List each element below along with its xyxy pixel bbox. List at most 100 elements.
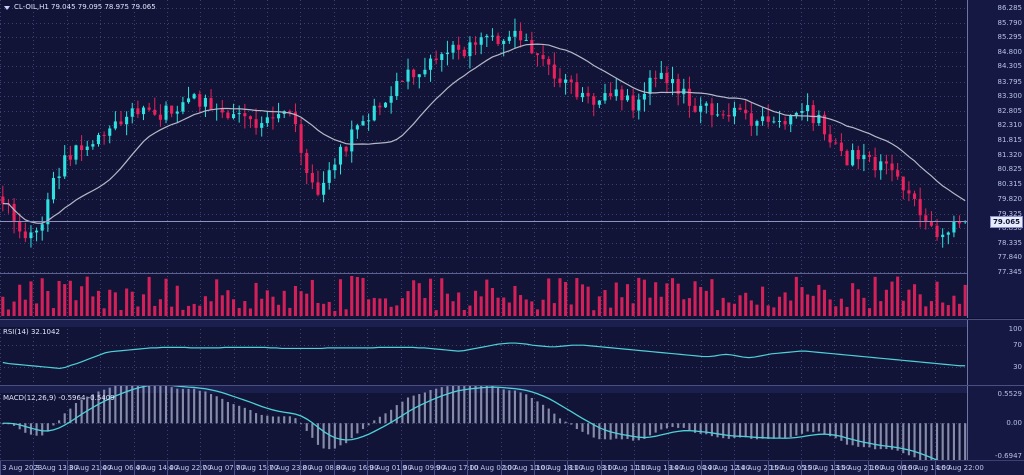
price-axis-tick: 77.345	[997, 268, 1023, 276]
time-axis-separator	[100, 461, 102, 475]
time-axis-separator	[133, 461, 135, 475]
time-axis-separator	[534, 461, 536, 475]
price-axis-tick: 80.315	[997, 180, 1023, 189]
macd-plot-area[interactable]	[0, 386, 968, 461]
time-axis-label: 9 Aug 01:00	[369, 464, 412, 472]
time-axis-separator	[734, 461, 736, 475]
time-axis-separator	[600, 461, 602, 475]
time-axis-separator	[33, 461, 35, 475]
rsi-axis-tick: 100	[1008, 325, 1022, 333]
price-axis[interactable]: 86.285 85.790 85.295 84.800 84.305 83.795 83.3…	[967, 0, 1024, 318]
time-axis-label: 10 Aug 10:00	[502, 464, 550, 472]
price-axis-tick: 79.820	[997, 194, 1023, 203]
current-price-label[interactable]: 79.065	[989, 216, 1023, 229]
price-axis-tick: 83.300	[997, 92, 1023, 101]
price-axis-tick: 81.320	[997, 150, 1023, 159]
time-axis-separator	[0, 461, 1, 475]
time-axis-separator	[233, 461, 235, 475]
time-axis-label: 3 Aug 2023	[2, 464, 43, 472]
time-axis-separator	[367, 461, 369, 475]
time-axis-separator	[867, 461, 869, 475]
time-axis-separator	[66, 461, 68, 475]
time-axis-separator	[834, 461, 836, 475]
macd-legend-label: MACD(12,26,9) -0.5964 -0.5409	[3, 394, 115, 402]
macd-indicator-panel[interactable]: MACD(12,26,9) -0.5964 -0.5409 0.5529 0.00…	[0, 385, 1024, 461]
time-axis-separator	[166, 461, 168, 475]
time-axis-separator	[801, 461, 803, 475]
time-axis-separator	[300, 461, 302, 475]
time-axis-separator	[467, 461, 469, 475]
time-axis-label: 3 Aug 21:00	[68, 464, 112, 472]
time-axis-label: 11 Aug 03:00	[569, 464, 617, 472]
time-axis-label: 16 Aug 06:00	[869, 464, 918, 472]
rsi-axis-tick: 30	[1013, 362, 1022, 371]
price-axis-tick: 82.310	[997, 121, 1023, 130]
price-chart-panel[interactable]: CL-OIL,H1 79.045 79.095 78.975 79.065 86…	[0, 0, 1024, 318]
time-axis-label: 14 Aug 20:00	[736, 464, 784, 472]
time-axis-label: 15 Aug 21:00	[836, 464, 884, 472]
time-axis-label: 11 Aug 11:00	[602, 464, 651, 472]
time-axis-separator	[200, 461, 202, 475]
price-axis-tick: 77.840	[997, 253, 1023, 262]
time-axis-label: 7 Aug 15:00	[235, 464, 279, 472]
time-axis-separator	[700, 461, 702, 475]
rsi-legend-label: RSI(14) 32.1042	[3, 328, 60, 336]
price-axis-tick: 86.285	[997, 4, 1023, 12]
price-axis-tick: 81.815	[997, 136, 1023, 144]
macd-axis[interactable]: 0.5529 0.00 -0.6947	[967, 386, 1024, 461]
time-axis-label: 14 Aug 04:00	[669, 464, 717, 472]
time-axis-label: 4 Aug 22:00	[168, 464, 212, 472]
price-axis-tick: 82.805	[997, 106, 1023, 115]
time-axis-label: 3 Aug 13:00	[35, 464, 79, 472]
rsi-tick-strip	[0, 320, 968, 327]
time-axis-label: 15 Aug 05:00	[769, 464, 817, 472]
rsi-plot-area[interactable]	[0, 320, 968, 385]
time-axis-label: 7 Aug 23:00	[269, 464, 312, 472]
time-axis-separator	[433, 461, 435, 475]
time-axis-label: 16 Aug 22:00	[936, 464, 984, 472]
time-axis-separator	[333, 461, 335, 475]
time-axis-separator	[934, 461, 936, 475]
chevron-down-icon[interactable]	[4, 5, 10, 10]
price-plot-area[interactable]	[0, 0, 968, 318]
price-axis-tick: 80.825	[997, 165, 1023, 174]
price-axis-tick: 84.305	[997, 62, 1023, 71]
rsi-indicator-panel[interactable]: RSI(14) 32.1042 100 70 30	[0, 319, 1024, 385]
time-axis-label: 16 Aug 14:00	[903, 464, 951, 472]
time-axis-label: 4 Aug 14:00	[135, 464, 179, 472]
rsi-axis[interactable]: 100 70 30	[967, 320, 1024, 385]
price-axis-tick: 79.325	[997, 209, 1023, 218]
time-axis-separator	[634, 461, 636, 475]
time-axis-separator	[767, 461, 769, 475]
time-axis-label: 9 Aug 17:00	[435, 464, 479, 472]
chart-header-legend: CL-OIL,H1 79.045 79.095 78.975 79.065	[4, 3, 156, 12]
macd-tick-strip	[0, 386, 968, 393]
macd-axis-tick: 0.5529	[997, 390, 1023, 398]
time-axis-label: 9 Aug 09:00	[402, 464, 446, 472]
time-axis-separator	[500, 461, 502, 475]
time-axis-label: 10 Aug 02:00	[469, 464, 517, 472]
price-axis-tick: 84.800	[997, 47, 1023, 56]
rsi-axis-tick: 70	[1013, 341, 1022, 350]
time-axis-label: 11 Aug 19:00	[636, 464, 684, 472]
time-axis-separator	[567, 461, 569, 475]
time-axis-label: 8 Aug 16:00	[335, 464, 379, 472]
time-axis-label: 8 Aug 08:00	[302, 464, 346, 472]
time-axis-label: 10 Aug 18:00	[536, 464, 584, 472]
price-axis-tick: 85.790	[997, 18, 1023, 27]
time-axis-separator	[901, 461, 903, 475]
macd-axis-tick: -0.6947	[994, 452, 1022, 460]
time-axis-separator	[400, 461, 402, 475]
time-axis-separator	[667, 461, 669, 475]
price-axis-tick: 83.795	[997, 77, 1023, 86]
time-axis[interactable]: 3 Aug 2023 3 Aug 13:00 3 Aug 21:00 4 Aug 06…	[0, 460, 1024, 475]
time-axis-label: 7 Aug 07:00	[202, 464, 246, 472]
price-axis-tick: 85.295	[997, 33, 1023, 42]
price-axis-tick: 78.335	[997, 238, 1023, 247]
time-axis-separator	[267, 461, 269, 475]
chart-symbol-ohlc-label: CL-OIL,H1 79.045 79.095 78.975 79.065	[14, 3, 156, 11]
time-axis-label: 15 Aug 13:00	[803, 464, 851, 472]
macd-axis-tick: 0.00	[1006, 419, 1022, 428]
time-axis-label: 4 Aug 06:00	[102, 464, 145, 472]
